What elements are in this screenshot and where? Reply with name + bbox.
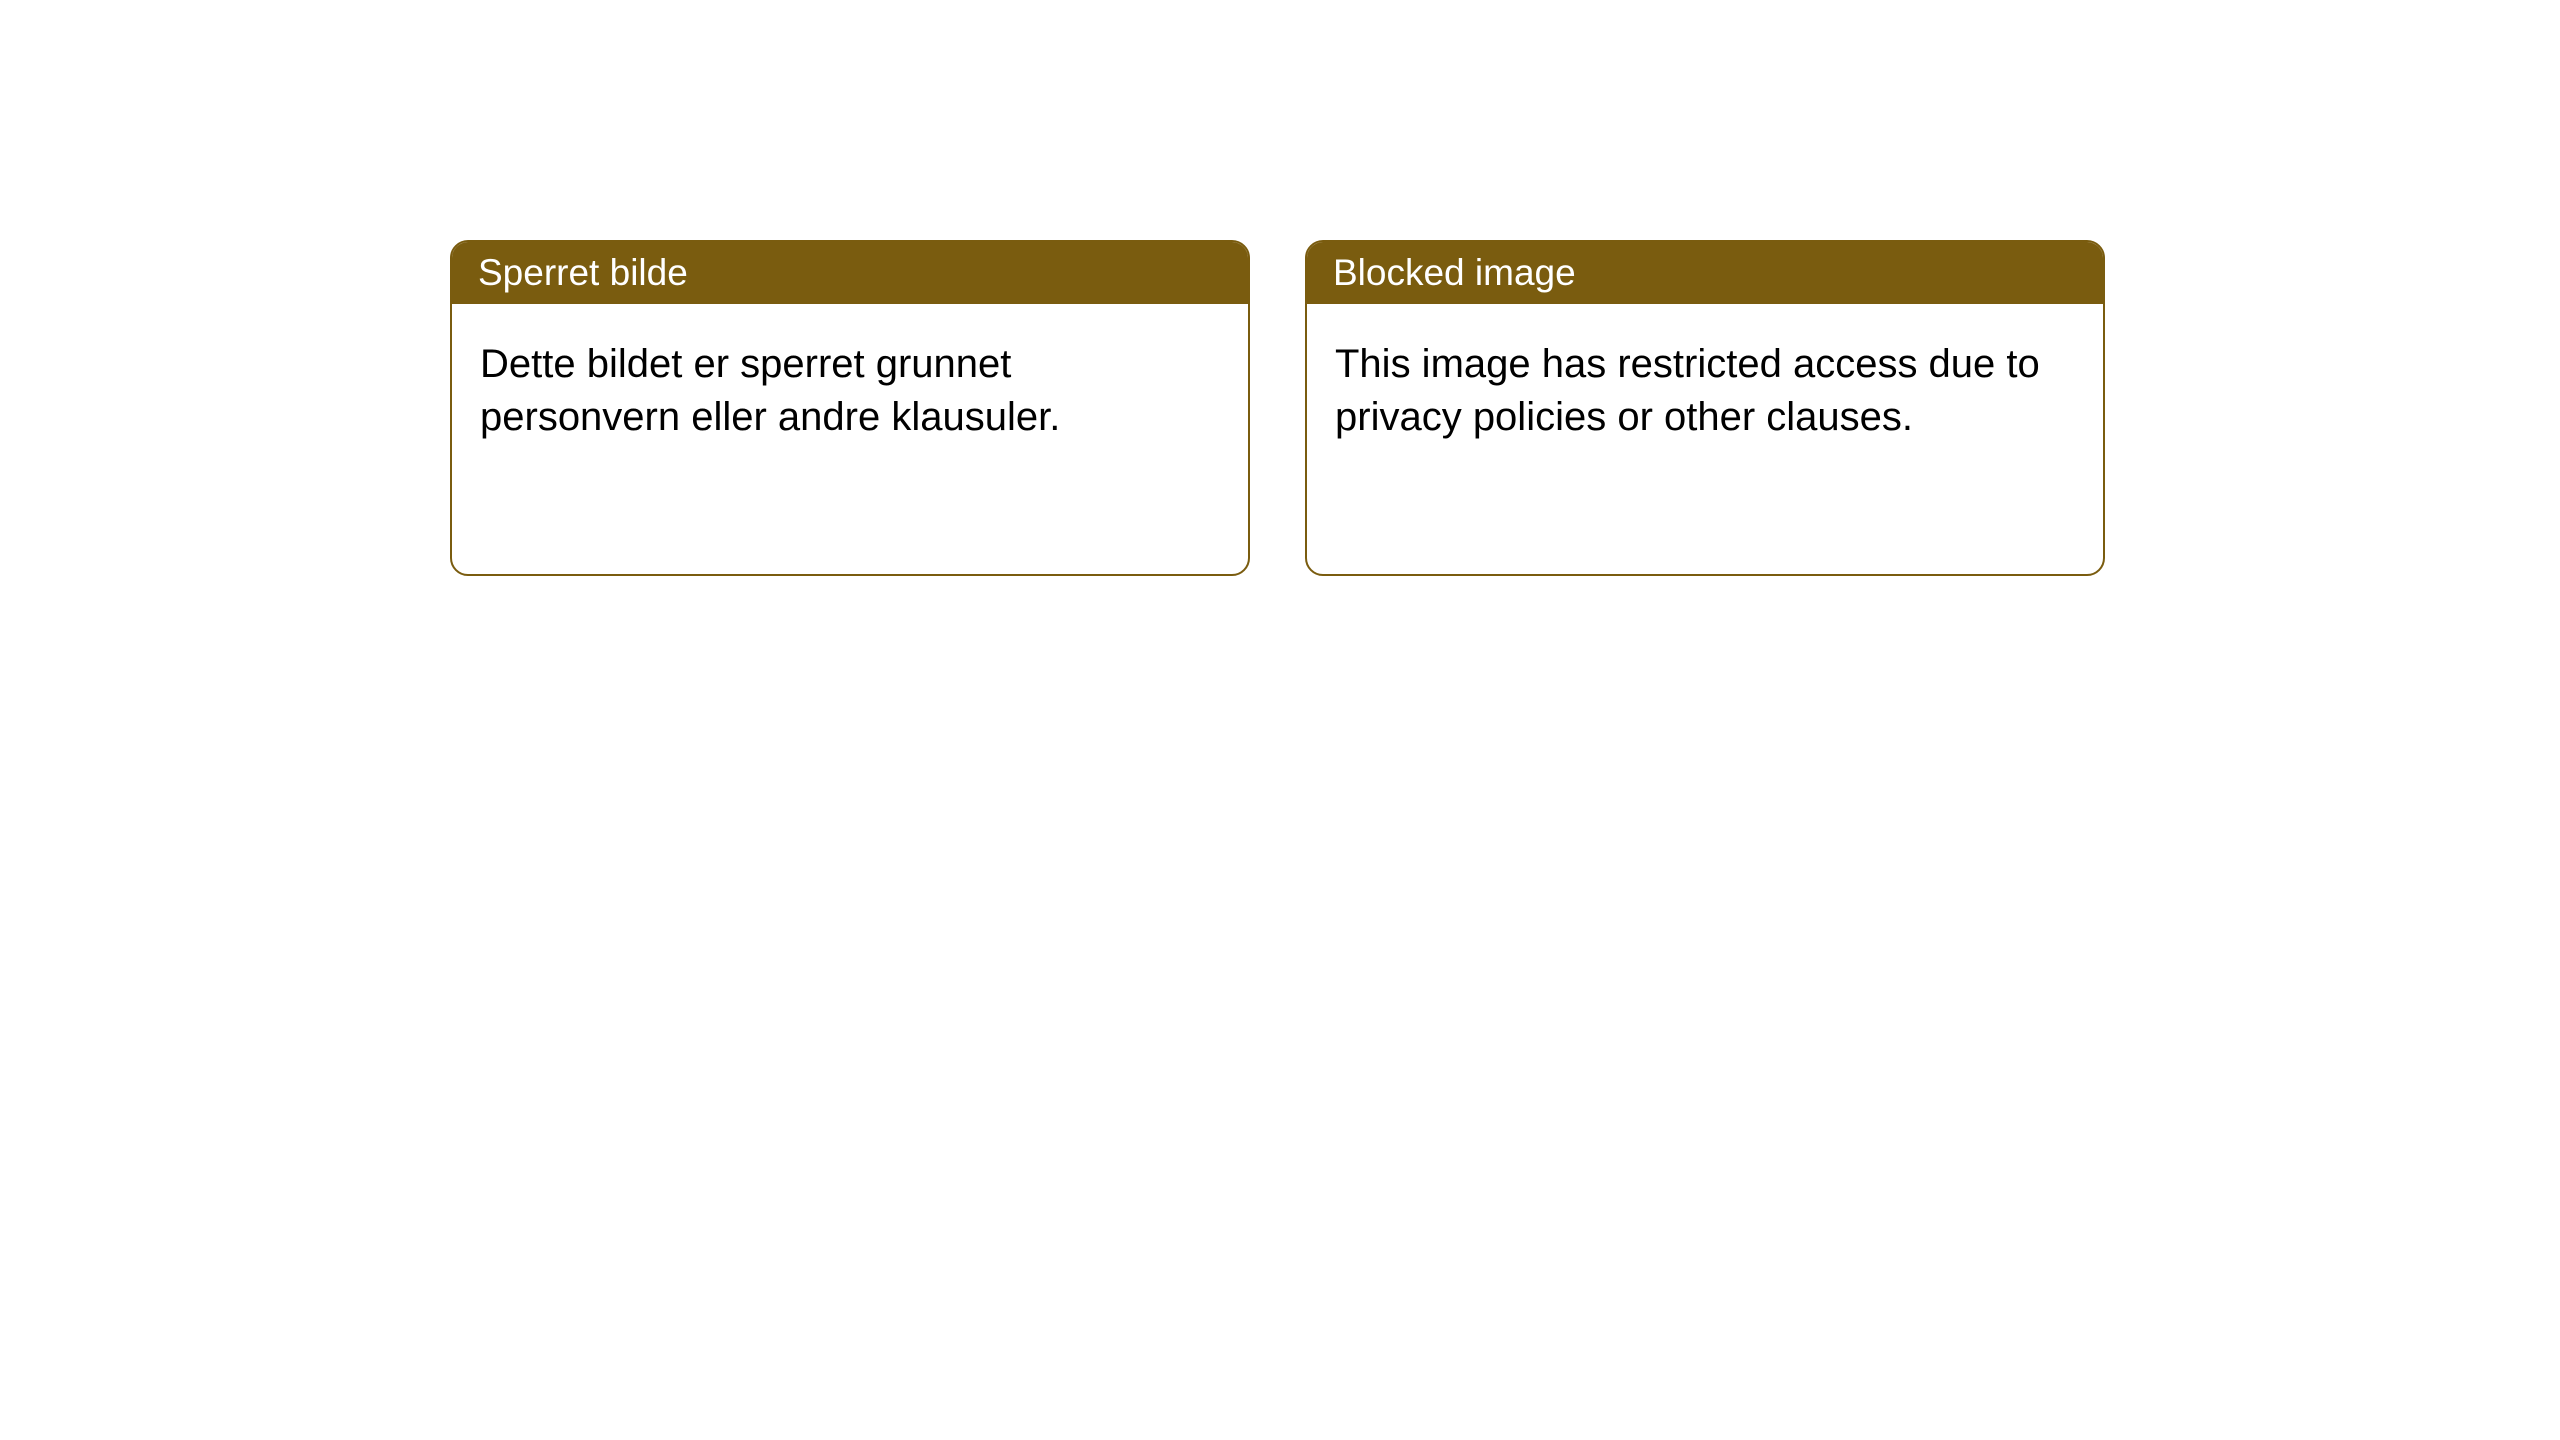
notice-title: Sperret bilde	[478, 252, 688, 293]
notice-title: Blocked image	[1333, 252, 1576, 293]
notice-body: This image has restricted access due to …	[1307, 304, 2103, 574]
notice-body-text: Dette bildet er sperret grunnet personve…	[480, 342, 1060, 439]
notice-header: Blocked image	[1307, 242, 2103, 304]
notice-container: Sperret bilde Dette bildet er sperret gr…	[0, 0, 2560, 576]
notice-body-text: This image has restricted access due to …	[1335, 342, 2040, 439]
notice-header: Sperret bilde	[452, 242, 1248, 304]
notice-body: Dette bildet er sperret grunnet personve…	[452, 304, 1248, 574]
notice-card-english: Blocked image This image has restricted …	[1305, 240, 2105, 576]
notice-card-norwegian: Sperret bilde Dette bildet er sperret gr…	[450, 240, 1250, 576]
